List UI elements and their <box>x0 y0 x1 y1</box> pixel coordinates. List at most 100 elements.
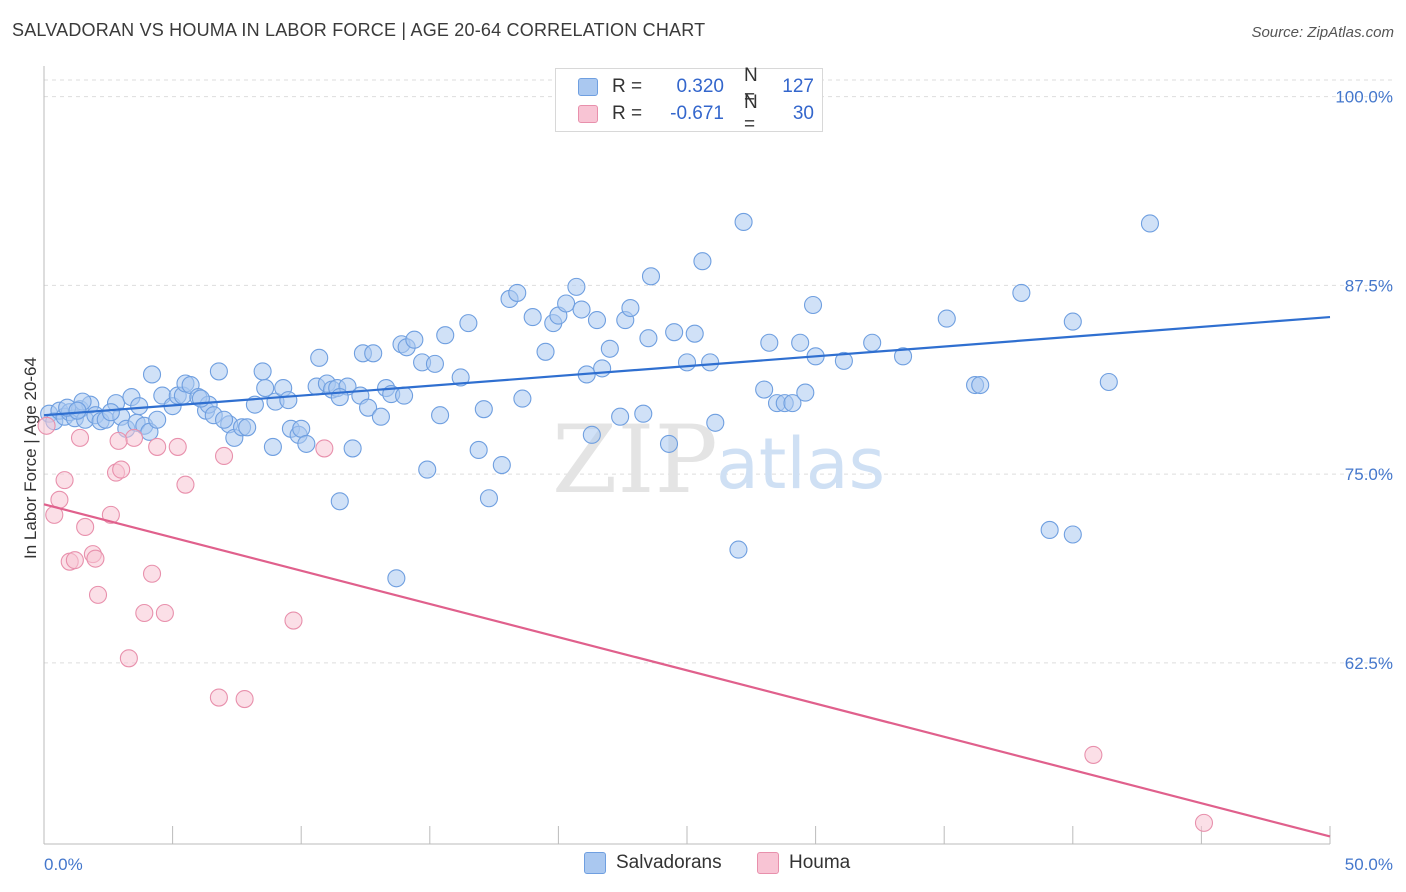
point-salvadorans <box>557 294 576 313</box>
point-salvadorans <box>729 540 748 559</box>
point-salvadorans <box>706 413 725 432</box>
point-salvadorans <box>359 398 378 417</box>
y-tick-label: 100.0% <box>1335 88 1393 107</box>
point-houma <box>70 428 90 447</box>
point-salvadorans <box>292 419 311 438</box>
point-houma <box>55 471 74 490</box>
series-label-salvadorans: Salvadorans <box>616 852 722 873</box>
legend-n-label: N = <box>744 92 758 135</box>
source-label: Source: ZipAtlas.com <box>1251 24 1394 41</box>
point-houma <box>284 611 303 630</box>
x-tick-labels: 0.0% 50.0% <box>44 855 1393 874</box>
point-salvadorans <box>1140 214 1160 233</box>
point-salvadorans <box>665 323 684 342</box>
point-salvadorans <box>582 425 601 444</box>
point-salvadorans <box>734 212 753 232</box>
point-houma <box>176 475 195 494</box>
point-salvadorans <box>791 333 810 352</box>
point-houma <box>235 690 254 709</box>
point-salvadorans <box>297 434 316 453</box>
point-salvadorans <box>209 362 228 381</box>
point-houma <box>76 517 95 536</box>
y-tick-label: 87.5% <box>1345 276 1393 295</box>
point-houma <box>135 603 154 623</box>
point-salvadorans <box>760 333 779 352</box>
point-salvadorans <box>513 389 532 408</box>
point-salvadorans <box>701 353 720 372</box>
series-legend-houma[interactable]: Houma <box>757 852 850 874</box>
point-houma <box>88 585 108 604</box>
point-salvadorans <box>693 252 712 271</box>
point-salvadorans <box>418 460 437 479</box>
point-houma <box>1194 813 1214 832</box>
watermark-zip: ZIP <box>552 406 718 515</box>
point-salvadorans <box>130 397 149 416</box>
series-swatch-salvadorans <box>584 852 606 874</box>
point-salvadorans <box>1040 520 1059 540</box>
point-salvadorans <box>783 394 802 413</box>
point-salvadorans <box>621 298 640 318</box>
point-salvadorans <box>343 439 362 458</box>
legend-r-label: R = <box>612 103 643 124</box>
x-tick-label: 50.0% <box>1345 855 1393 874</box>
point-salvadorans <box>523 308 542 327</box>
point-salvadorans <box>101 403 120 422</box>
point-salvadorans <box>639 329 658 348</box>
point-salvadorans <box>593 359 612 378</box>
point-houma <box>214 446 234 466</box>
gridlines <box>44 79 1392 664</box>
point-houma <box>124 428 144 447</box>
point-houma <box>86 549 105 568</box>
point-houma <box>37 416 56 435</box>
legend-r-value: -0.671 <box>670 103 724 124</box>
legend-row-salvadorans: R = 0.320 N = 127 <box>578 65 814 108</box>
point-houma <box>112 460 131 479</box>
point-houma <box>1084 745 1103 764</box>
point-houma <box>101 505 120 524</box>
y-axis-title: In Labor Force | Age 20-64 <box>21 357 40 559</box>
series-legend: Salvadorans Houma <box>0 852 1406 878</box>
point-salvadorans <box>600 339 619 358</box>
point-salvadorans <box>405 330 424 349</box>
point-salvadorans <box>863 333 882 352</box>
point-salvadorans <box>148 410 167 429</box>
point-salvadorans <box>1012 283 1031 302</box>
correlation-legend: R = 0.320 N = 127 R = -0.671 N = 30 <box>555 65 823 135</box>
point-houma <box>142 564 162 583</box>
point-houma <box>109 431 128 450</box>
point-salvadorans <box>256 378 275 398</box>
series-legend-salvadorans[interactable]: Salvadorans <box>584 852 722 874</box>
point-salvadorans <box>659 434 679 453</box>
point-salvadorans <box>937 309 956 328</box>
x-tick-label: 0.0% <box>44 855 83 874</box>
series-swatch-houma <box>757 852 779 874</box>
point-salvadorans <box>536 342 555 361</box>
legend-r-label: R = <box>612 76 643 97</box>
point-houma <box>168 437 187 456</box>
point-salvadorans <box>796 383 815 402</box>
series-label-houma: Houma <box>789 852 851 873</box>
legend-swatch-salvadorans <box>578 78 598 96</box>
point-houma <box>315 439 334 458</box>
point-salvadorans <box>611 407 630 426</box>
legend-row-houma: R = -0.671 N = 30 <box>578 92 814 135</box>
point-salvadorans <box>685 324 704 343</box>
y-tick-label: 75.0% <box>1345 465 1393 484</box>
point-salvadorans <box>436 326 455 345</box>
point-salvadorans <box>310 348 329 367</box>
point-salvadorans <box>893 347 913 366</box>
point-houma <box>155 603 174 623</box>
point-salvadorans <box>677 353 697 372</box>
data-points <box>37 212 1214 832</box>
point-salvadorans <box>755 380 774 399</box>
point-salvadorans <box>364 344 383 363</box>
point-houma <box>119 649 138 668</box>
point-salvadorans <box>142 365 162 384</box>
legend-swatch-houma <box>578 105 598 123</box>
point-salvadorans <box>431 406 450 425</box>
trend-lines <box>43 315 1331 838</box>
point-salvadorans <box>971 375 990 395</box>
point-salvadorans <box>238 418 257 437</box>
legend-n-label: N = <box>744 65 758 108</box>
legend-n-value: 127 <box>782 76 814 97</box>
